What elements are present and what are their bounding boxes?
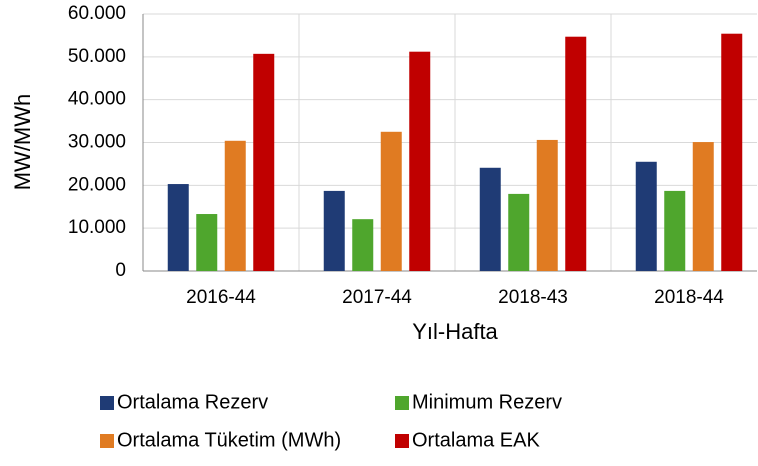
bar <box>323 190 345 271</box>
bar <box>196 214 218 271</box>
bar <box>565 36 587 272</box>
bar <box>352 219 374 271</box>
bar <box>479 167 501 271</box>
legend-label: Minimum Rezerv <box>412 391 562 413</box>
legend-swatch <box>395 434 409 448</box>
bar <box>380 131 402 271</box>
y-tick-label: 60.000 <box>68 3 126 24</box>
bar <box>253 53 275 272</box>
legend-swatch <box>100 396 114 410</box>
x-tick-label: 2016-44 <box>186 287 256 308</box>
bar <box>721 33 743 271</box>
x-axis-title: Yıl-Hafta <box>412 319 498 344</box>
y-tick-label: 20.000 <box>68 174 126 195</box>
x-tick-label: 2018-43 <box>498 287 568 308</box>
bar <box>536 139 558 271</box>
x-tick-label: 2018-44 <box>654 287 724 308</box>
y-tick-label: 30.000 <box>68 132 126 153</box>
legend-swatch <box>395 396 409 410</box>
legend-label: Ortalama EAK <box>412 429 540 451</box>
bar <box>167 184 189 271</box>
y-tick-label: 10.000 <box>68 217 126 238</box>
y-tick-label: 50.000 <box>68 46 126 67</box>
bar <box>224 140 246 271</box>
legend-label: Ortalama Rezerv <box>117 391 268 413</box>
x-tick-label: 2017-44 <box>342 287 412 308</box>
bar <box>664 190 686 271</box>
bar <box>635 161 657 271</box>
y-axis-title: MW/MWh <box>10 94 35 191</box>
y-tick-label: 0 <box>115 260 126 281</box>
bar <box>692 142 714 271</box>
legend-swatch <box>100 434 114 448</box>
legend-label: Ortalama Tüketim (MWh) <box>117 429 341 451</box>
bar <box>508 193 530 271</box>
y-tick-label: 40.000 <box>68 89 126 110</box>
bar <box>409 51 431 272</box>
